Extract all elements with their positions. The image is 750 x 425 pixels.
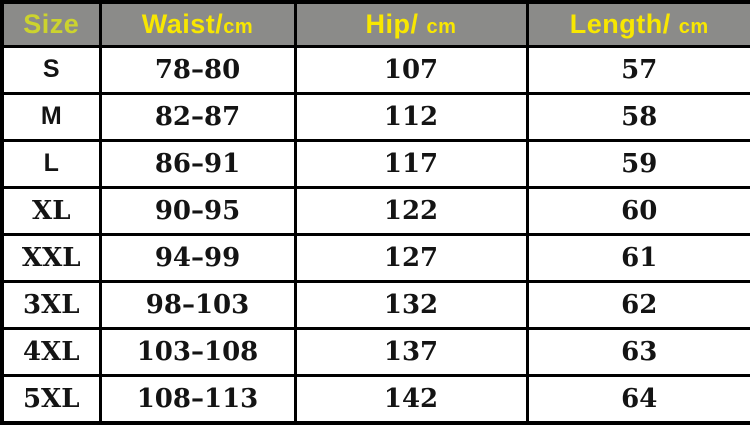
table-row: L 86–91 117 59 (0, 138, 750, 189)
header-unit: cm (223, 15, 254, 38)
header-label: Waist/ (141, 8, 224, 39)
waist-cell: 86–91 (98, 138, 297, 189)
hip-cell: 112 (293, 91, 529, 142)
hip-cell: 142 (293, 374, 529, 425)
size-cell: XL (0, 185, 102, 237)
waist-cell: 78–80 (98, 44, 297, 95)
hip-cell: 117 (293, 138, 529, 189)
waist-cell: 108–113 (98, 374, 297, 425)
size-cell: 4XL (0, 327, 102, 378)
waist-cell: 98–103 (98, 280, 297, 331)
column-header-hip: Hip/ cm (293, 0, 529, 48)
length-cell: 58 (525, 91, 750, 142)
table-row: 4XL 103–108 137 63 (0, 327, 750, 378)
length-cell: 63 (525, 327, 750, 378)
length-cell: 60 (525, 185, 750, 237)
size-cell: XXL (0, 232, 102, 284)
table-row: M 82–87 112 58 (0, 91, 750, 142)
header-label: Hip/ (365, 8, 427, 39)
column-header-waist: Waist/cm (98, 0, 297, 48)
header-label: Size (23, 8, 80, 39)
waist-cell: 90–95 (98, 185, 297, 237)
column-header-length: Length/ cm (525, 0, 750, 48)
table-body: S 78–80 107 57 M 82–87 112 58 L 86–91 11… (0, 44, 750, 425)
hip-cell: 127 (293, 232, 529, 284)
size-cell: L (0, 138, 102, 189)
length-cell: 62 (525, 280, 750, 331)
length-cell: 57 (525, 44, 750, 95)
hip-cell: 122 (293, 185, 529, 237)
length-cell: 64 (525, 374, 750, 425)
waist-cell: 103–108 (98, 327, 297, 378)
column-header-size: Size (0, 0, 102, 48)
length-cell: 59 (525, 138, 750, 189)
hip-cell: 132 (293, 280, 529, 331)
table-row: S 78–80 107 57 (0, 44, 750, 95)
table-row: 5XL 108–113 142 64 (0, 374, 750, 425)
hip-cell: 107 (293, 44, 529, 95)
header-label: Length/ (569, 8, 679, 39)
waist-cell: 82–87 (98, 91, 297, 142)
size-cell: S (0, 44, 102, 95)
table-row: XXL 94–99 127 61 (0, 232, 750, 284)
waist-cell: 94–99 (98, 232, 297, 284)
length-cell: 61 (525, 232, 750, 284)
hip-cell: 137 (293, 327, 529, 378)
header-unit: cm (426, 15, 457, 38)
size-cell: 5XL (0, 374, 102, 425)
header-unit: cm (678, 15, 709, 38)
table-row: XL 90–95 122 60 (0, 185, 750, 237)
table-row: 3XL 98–103 132 62 (0, 280, 750, 331)
size-cell: 3XL (0, 280, 102, 331)
size-cell: M (0, 91, 102, 142)
table-header: Size Waist/cm Hip/ cm Length/ cm (0, 0, 750, 48)
header-row: Size Waist/cm Hip/ cm Length/ cm (0, 0, 750, 48)
